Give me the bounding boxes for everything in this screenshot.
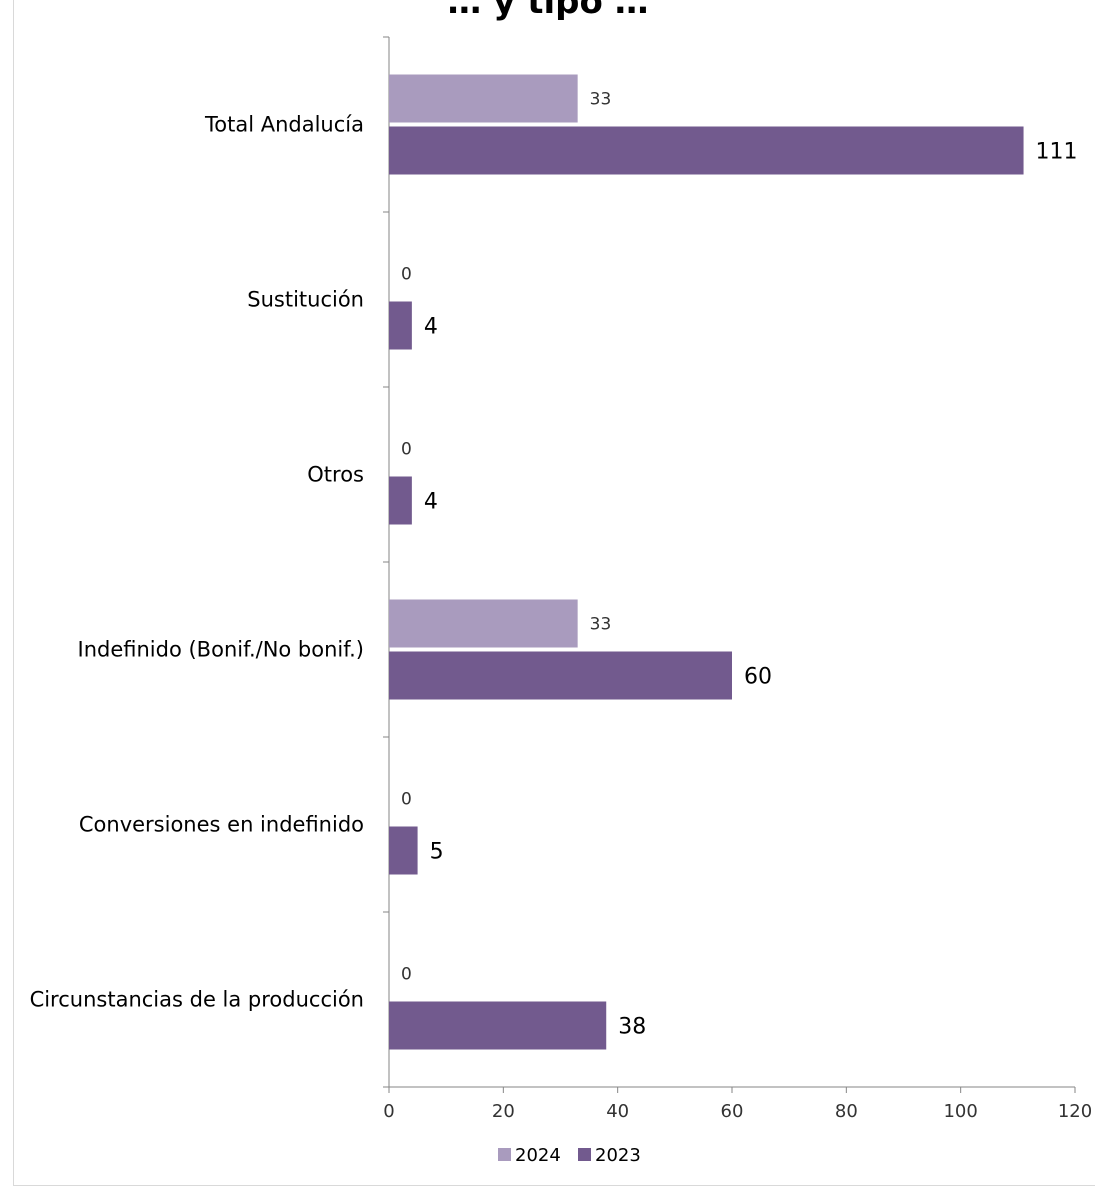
data-label-2024: 0 [401, 790, 412, 810]
x-tick-label: 0 [383, 1101, 394, 1122]
x-tick-label: 20 [492, 1101, 515, 1122]
data-label-2024: 33 [590, 615, 612, 635]
bar-2023 [389, 826, 418, 875]
legend-swatch-2023 [578, 1148, 591, 1161]
legend-swatch-2024 [498, 1148, 511, 1161]
bar-2023 [389, 301, 412, 350]
chart-title: … y tipo … [447, 0, 649, 22]
bar-2023 [389, 1001, 607, 1050]
data-label-2023: 4 [424, 490, 438, 515]
x-tick-label: 120 [1058, 1101, 1092, 1122]
data-label-2024: 0 [401, 440, 412, 460]
bar-2023 [389, 651, 732, 700]
x-tick-label: 80 [835, 1101, 858, 1122]
x-tick-label: 40 [606, 1101, 629, 1122]
data-label-2023: 4 [424, 315, 438, 340]
category-label: Conversiones en indefinido [79, 813, 364, 837]
data-label-2023: 5 [430, 840, 444, 865]
chart-frame [13, 0, 1095, 1186]
category-label: Otros [307, 463, 364, 487]
legend-label-2023: 2023 [595, 1145, 641, 1166]
bar-2023 [389, 126, 1024, 175]
bar-2024 [389, 74, 578, 123]
category-label: Sustitución [247, 288, 364, 312]
data-label-2023: 60 [744, 665, 772, 690]
data-label-2024: 0 [401, 965, 412, 985]
data-label-2024: 0 [401, 265, 412, 285]
bar-2023 [389, 476, 412, 525]
category-label: Circunstancias de la producción [30, 988, 364, 1012]
data-label-2023: 38 [618, 1015, 646, 1040]
x-tick-label: 60 [721, 1101, 744, 1122]
data-label-2023: 111 [1036, 140, 1078, 165]
category-label: Indefinido (Bonif./No bonif.) [78, 638, 364, 662]
legend-label-2024: 2024 [515, 1145, 561, 1166]
data-label-2024: 33 [590, 90, 612, 110]
category-label: Total Andalucía [204, 113, 364, 137]
x-tick-label: 100 [943, 1101, 977, 1122]
bar-2024 [389, 599, 578, 648]
